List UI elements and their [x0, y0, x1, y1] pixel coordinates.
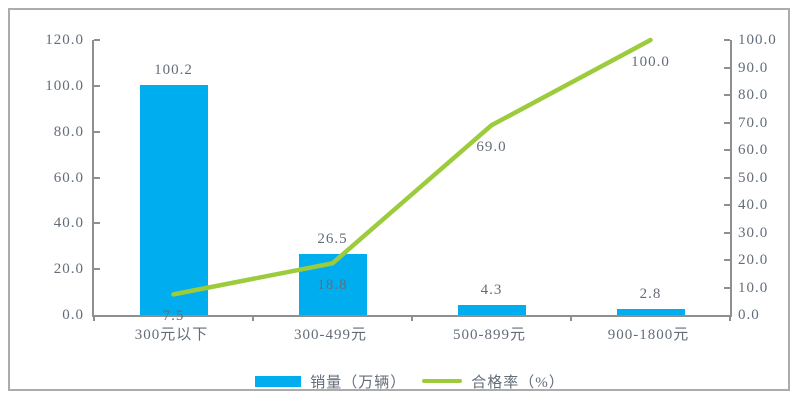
line-value-label: 7.5 [162, 308, 185, 325]
right-axis-tick-label: 60.0 [738, 142, 769, 158]
bar-300元以下 [139, 85, 208, 315]
left-axis-tick-label: 120.0 [45, 32, 84, 48]
plot-area: 100.2 26.5 4.3 2.8 7.5 18.8 69.0 100.0 [92, 37, 732, 324]
right-axis-tick-label: 80.0 [738, 87, 769, 103]
line-value-label: 100.0 [631, 54, 670, 70]
right-axis-tick-label: 70.0 [738, 114, 769, 131]
left-axis-tick-label: 20.0 [53, 261, 84, 278]
left-axis-tick-label: 0.0 [62, 307, 84, 323]
left-axis-tick-label: 40.0 [53, 215, 84, 232]
bar-value-label: 2.8 [639, 285, 662, 302]
right-axis-tick-label: 40.0 [738, 197, 769, 213]
right-axis-tick [724, 176, 730, 179]
x-axis-tick [570, 315, 572, 321]
x-axis-category-label: 300-499元 [294, 327, 367, 343]
legend-entry: 销量（万辆） [255, 371, 406, 392]
right-axis-tick [724, 231, 730, 234]
left-axis-tick-label: 100.0 [45, 77, 84, 94]
right-axis-tick-label: 20.0 [738, 252, 769, 268]
x-axis-category-label: 900-1800元 [607, 327, 690, 343]
chart-legend: 销量（万辆） 合格率（%） [10, 366, 800, 396]
line-value-label: 18.8 [317, 277, 348, 294]
left-axis-tick-label: 60.0 [53, 169, 84, 186]
legend-bar-swatch [255, 375, 302, 387]
bar-value-label: 4.3 [480, 282, 503, 299]
bar-value-label: 100.2 [154, 62, 193, 79]
legend-label: 合格率（%） [471, 374, 565, 391]
right-axis-tick-label: 10.0 [738, 279, 769, 296]
x-axis-category-labels: 300元以下 300-499元 500-899元 900-1800元 [92, 323, 728, 345]
right-axis-tick [724, 121, 730, 124]
left-axis-tick-labels: 0.0 20.0 40.0 60.0 80.0 100.0 120.0 [10, 32, 84, 323]
line-value-label: 69.0 [476, 139, 507, 156]
x-axis-tick [729, 315, 731, 321]
right-axis-tick-label: 30.0 [738, 224, 769, 241]
left-axis-tick [94, 222, 100, 225]
left-axis-tick [94, 176, 100, 179]
left-axis-tick [94, 39, 100, 41]
right-axis-tick-label: 90.0 [738, 59, 769, 76]
chart-frame: 0.0 20.0 40.0 60.0 80.0 100.0 120.0 0.0 10.0 20.… [8, 8, 790, 391]
left-axis-tick [94, 84, 100, 87]
bar-500-899元 [457, 305, 526, 315]
left-axis-tick [94, 268, 100, 271]
x-axis-category-label: 500-899元 [453, 327, 526, 343]
bar-900-1800元 [616, 308, 685, 315]
x-axis-category-label: 300元以下 [134, 327, 209, 343]
right-axis-tick [724, 286, 730, 289]
right-axis-tick-label: 100.0 [738, 32, 777, 48]
right-axis-tick [724, 66, 730, 69]
legend-line-swatch [422, 379, 463, 383]
x-axis-tick [93, 315, 95, 321]
right-axis-tick [724, 39, 730, 41]
line-series [171, 37, 653, 297]
bar-value-label: 26.5 [317, 231, 348, 248]
right-axis-tick [724, 149, 730, 151]
right-axis-tick [724, 204, 730, 206]
right-axis-tick-labels: 0.0 10.0 20.0 30.0 40.0 50.0 60.0 70.0 80.0 90.0 1… [738, 32, 800, 323]
legend-label: 销量（万辆） [310, 374, 407, 391]
legend-entry: 合格率（%） [422, 371, 565, 392]
left-axis-tick-label: 80.0 [53, 123, 84, 140]
left-axis-tick [94, 130, 100, 133]
x-axis-tick [411, 315, 413, 321]
right-axis-tick [724, 94, 730, 96]
x-axis-tick [252, 315, 254, 321]
right-axis-tick-label: 0.0 [738, 307, 760, 323]
right-axis-tick-label: 50.0 [738, 169, 769, 186]
right-axis-tick [724, 259, 730, 261]
